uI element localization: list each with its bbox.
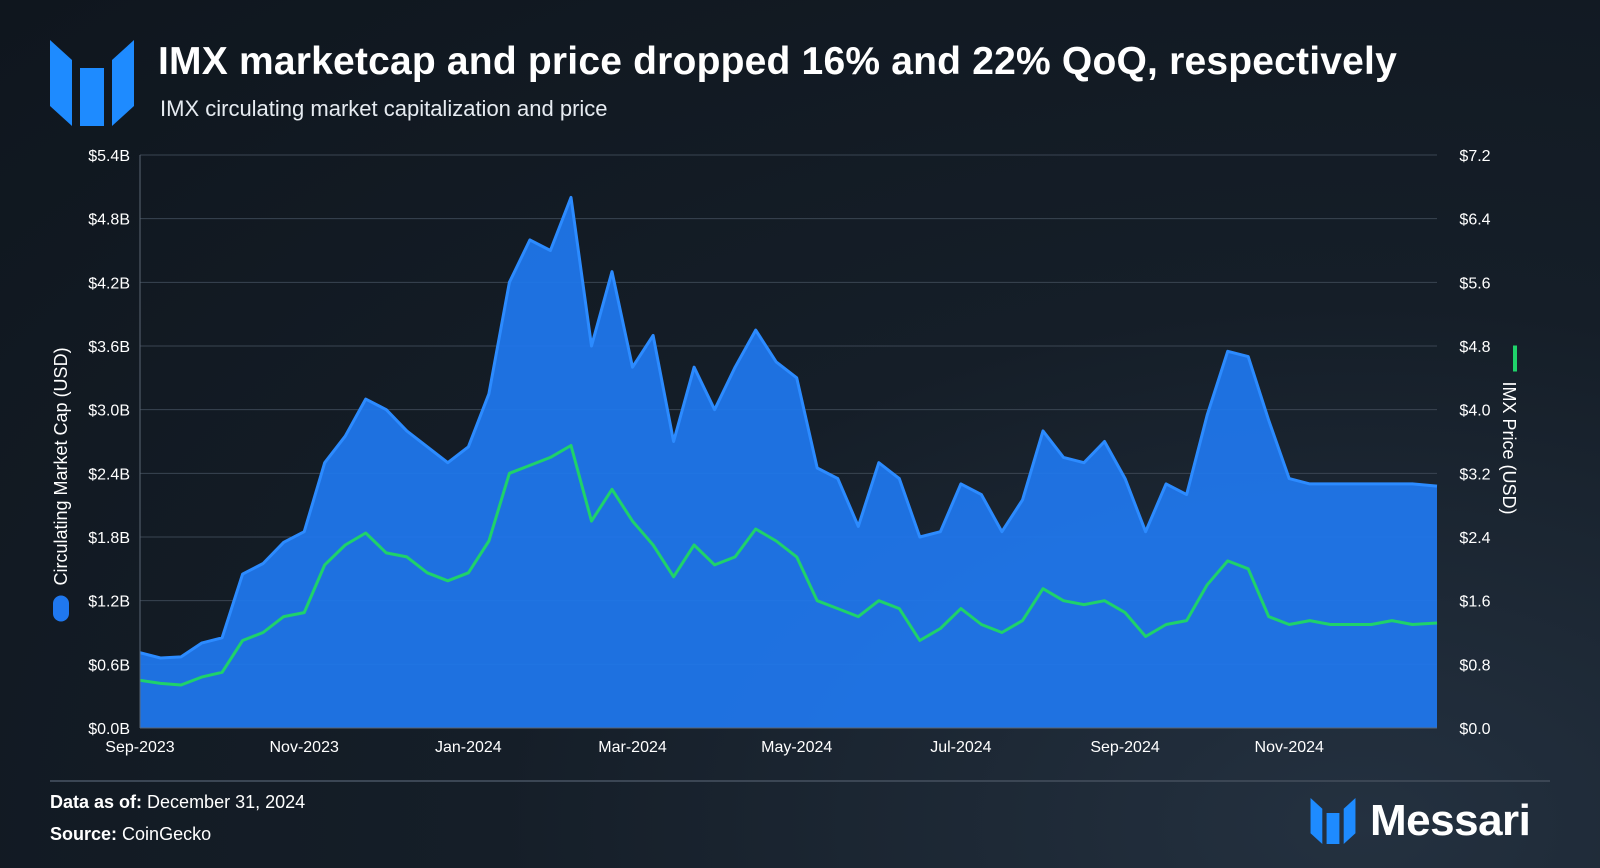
price-legend-swatch bbox=[1513, 345, 1517, 372]
x-tick-label: Sep-2024 bbox=[1090, 739, 1159, 756]
brand-wordmark: Messari bbox=[1310, 796, 1531, 845]
marketcap-line bbox=[139, 195, 1438, 660]
y-right-tick-label: $2.4 bbox=[1459, 530, 1490, 547]
x-tick-label: Jul-2024 bbox=[930, 739, 991, 756]
source-line: Source: CoinGecko bbox=[50, 824, 211, 845]
y-left-tick-label: $5.4B bbox=[88, 148, 130, 165]
footer-divider bbox=[50, 780, 1550, 782]
chart-subtitle: IMX circulating market capitalization an… bbox=[160, 96, 608, 121]
y-right-axis-title-group: IMX Price (USD) bbox=[1499, 345, 1519, 515]
x-tick-label: Mar-2024 bbox=[598, 739, 667, 756]
x-tick-label: Nov-2024 bbox=[1255, 739, 1324, 756]
y-left-tick-label: $1.8B bbox=[88, 530, 130, 547]
y-right-tick-label: $5.6 bbox=[1459, 275, 1490, 292]
data-as-of-label: Data as of: bbox=[50, 792, 143, 812]
messari-logo-icon bbox=[50, 40, 134, 126]
y-left-tick-label: $1.2B bbox=[88, 594, 130, 611]
y-left-axis-title-group: Circulating Market Cap (USD) bbox=[51, 347, 71, 622]
brand-name: Messari bbox=[1370, 796, 1531, 845]
y-right-tick-label: $1.6 bbox=[1459, 594, 1490, 611]
x-tick-label: May-2024 bbox=[761, 739, 832, 756]
marketcap-area bbox=[140, 197, 1437, 728]
y-left-tick-label: $4.8B bbox=[88, 212, 130, 229]
messari-brand-icon bbox=[1310, 798, 1356, 844]
y-left-tick-label: $3.6B bbox=[88, 339, 130, 356]
data-as-of: Data as of: December 31, 2024 bbox=[50, 792, 305, 813]
x-tick-label: Jan-2024 bbox=[435, 739, 502, 756]
y-right-tick-label: $4.8 bbox=[1459, 339, 1490, 356]
y-right-tick-label: $7.2 bbox=[1459, 148, 1490, 165]
source-label: Source: bbox=[50, 824, 118, 844]
y-left-tick-label: $4.2B bbox=[88, 275, 130, 292]
marketcap-legend-swatch bbox=[53, 595, 69, 622]
y-right-tick-label: $6.4 bbox=[1459, 212, 1490, 229]
y-right-tick-label: $4.0 bbox=[1459, 403, 1490, 420]
y-left-tick-label: $3.0B bbox=[88, 403, 130, 420]
price-line bbox=[139, 444, 1438, 687]
source-value: CoinGecko bbox=[122, 824, 212, 844]
y-right-axis-title: IMX Price (USD) bbox=[1499, 382, 1519, 515]
x-tick-label: Nov-2023 bbox=[269, 739, 338, 756]
data-as-of-value: December 31, 2024 bbox=[147, 792, 306, 812]
chart-area: $0.0B $0.6B $1.2B $1.8B $2.4B $3.0B $3.6B $4.2B… bbox=[51, 148, 1519, 756]
x-tick-label: Sep-2023 bbox=[105, 739, 174, 756]
y-left-axis-title: Circulating Market Cap (USD) bbox=[51, 347, 71, 585]
y-left-tick-label: $0.6B bbox=[88, 657, 130, 674]
y-left-tick-label: $2.4B bbox=[88, 466, 130, 483]
chart-title: IMX marketcap and price dropped 16% and … bbox=[158, 40, 1397, 83]
y-right-tick-label: $0.8 bbox=[1459, 657, 1490, 674]
y-right-tick-label: $3.2 bbox=[1459, 466, 1490, 483]
y-right-tick-label: $0.0 bbox=[1459, 721, 1490, 738]
y-left-tick-label: $0.0B bbox=[88, 721, 130, 738]
